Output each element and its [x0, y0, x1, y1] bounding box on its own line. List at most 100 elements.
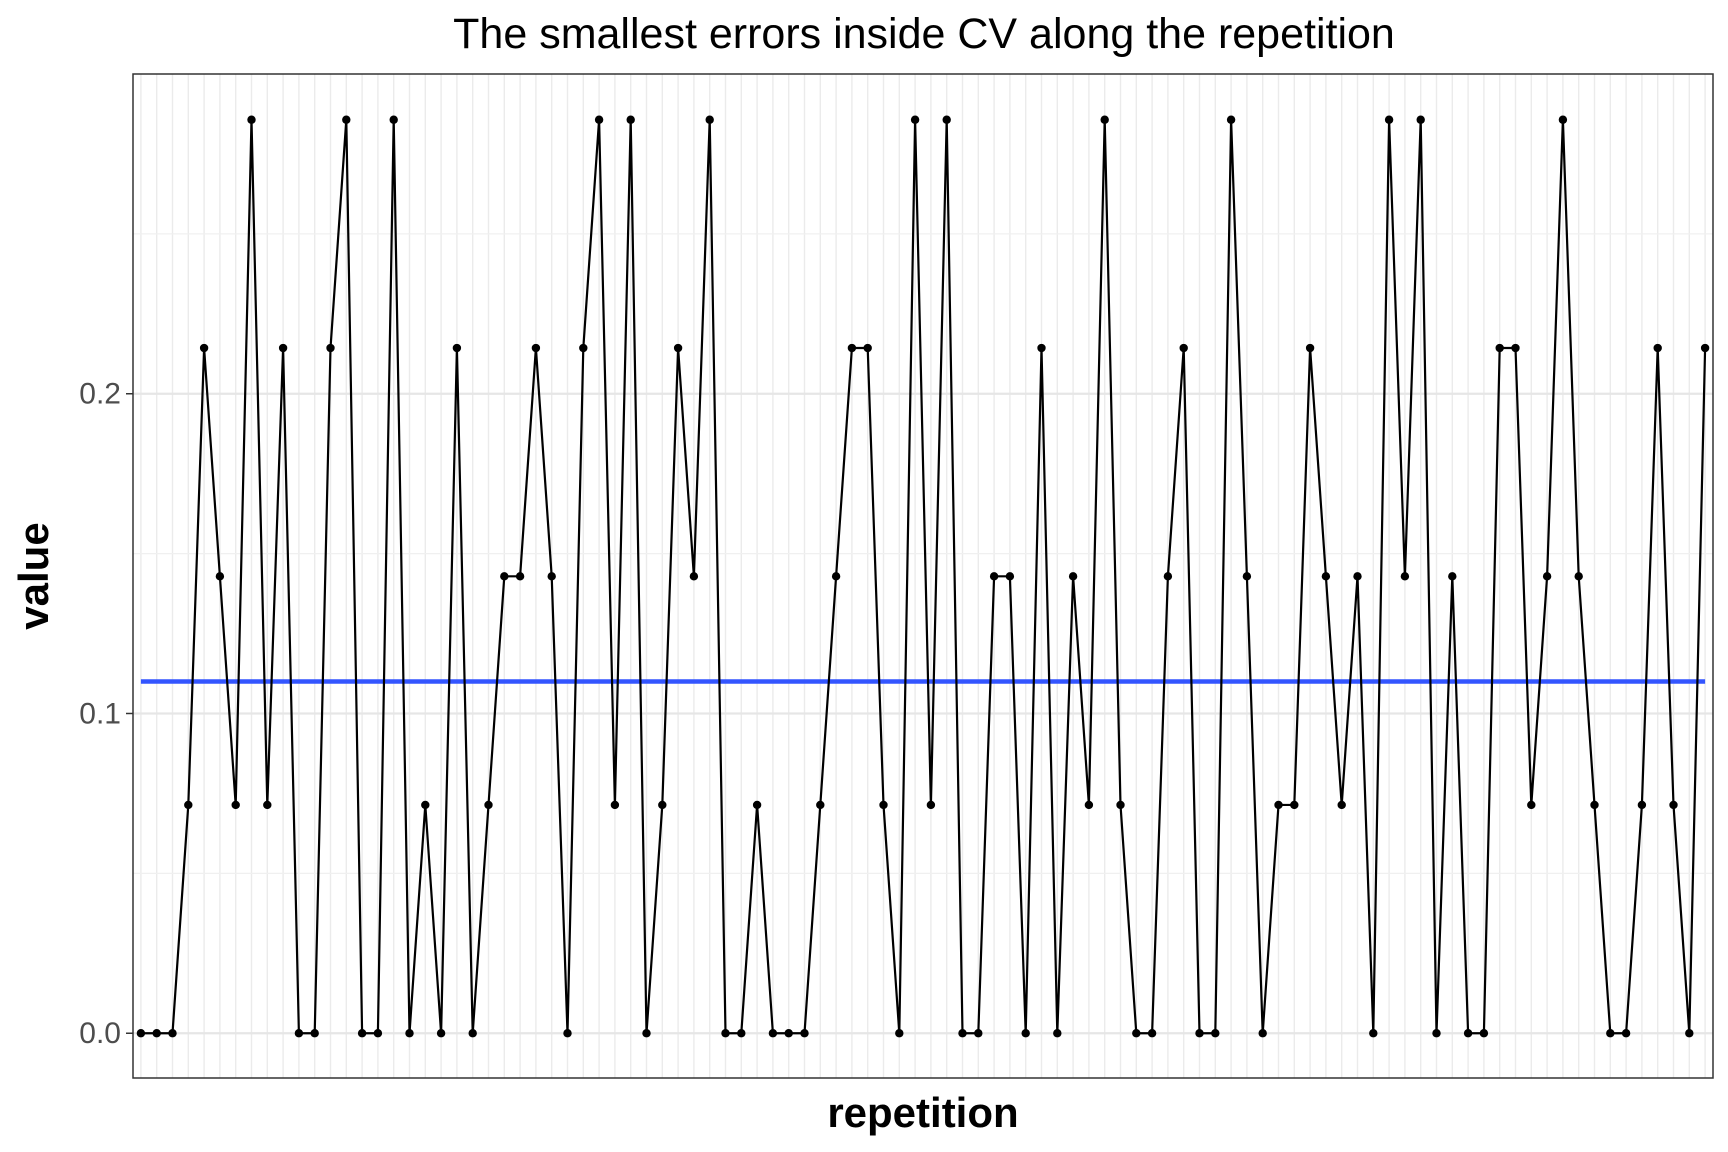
data-point — [816, 800, 825, 810]
data-point — [1606, 1029, 1615, 1038]
data-point — [989, 572, 999, 581]
data-point — [421, 800, 430, 810]
data-point — [1590, 800, 1599, 810]
data-point — [1274, 800, 1283, 810]
data-point — [1005, 572, 1015, 581]
data-point — [136, 1029, 146, 1038]
data-point — [1653, 343, 1662, 353]
data-point — [1574, 572, 1583, 581]
data-point — [737, 1029, 746, 1038]
data-point — [958, 1029, 967, 1038]
data-point — [294, 1029, 304, 1038]
data-point — [863, 343, 872, 353]
data-point — [231, 800, 240, 810]
data-point — [1163, 572, 1173, 581]
data-point — [436, 1029, 446, 1038]
data-point — [1384, 115, 1394, 124]
data-point — [1226, 115, 1236, 124]
data-point — [531, 343, 541, 353]
data-point — [1353, 572, 1362, 581]
data-point — [784, 1029, 793, 1038]
data-point — [689, 572, 699, 581]
data-point — [895, 1029, 904, 1038]
data-point — [974, 1029, 983, 1038]
data-point — [1116, 800, 1125, 810]
data-point — [1432, 1029, 1441, 1038]
data-point — [910, 115, 920, 124]
data-point — [1084, 800, 1094, 810]
data-point — [247, 115, 256, 124]
data-point — [1147, 1029, 1157, 1038]
data-point — [389, 115, 398, 124]
data-point — [1369, 1029, 1378, 1038]
data-point — [215, 572, 225, 581]
data-point — [563, 1029, 572, 1038]
data-point — [263, 800, 272, 810]
y-tick-label: 0.2 — [79, 378, 121, 411]
data-point — [1542, 572, 1552, 581]
data-point — [1053, 1029, 1062, 1038]
data-point — [1558, 115, 1568, 124]
data-point — [1669, 800, 1678, 810]
data-point — [1290, 800, 1299, 810]
data-point — [199, 343, 209, 353]
data-point — [642, 1029, 651, 1038]
data-point — [942, 115, 951, 124]
data-point — [1037, 343, 1046, 353]
data-point — [847, 343, 857, 353]
data-point — [500, 572, 509, 581]
data-point — [610, 800, 620, 810]
data-point — [515, 572, 525, 581]
data-point — [1621, 1029, 1631, 1038]
data-point — [705, 115, 714, 124]
x-axis-title: repetition — [827, 1089, 1018, 1136]
data-point — [1463, 1029, 1473, 1038]
data-point — [278, 343, 288, 353]
data-point — [1337, 800, 1346, 810]
data-point — [1416, 115, 1425, 124]
chart-title: The smallest errors inside CV along the … — [453, 10, 1395, 58]
data-point — [879, 800, 888, 810]
data-point — [1132, 1029, 1141, 1038]
data-point — [1195, 1029, 1204, 1038]
data-point — [1179, 343, 1188, 353]
data-points — [136, 115, 1710, 1038]
data-point — [721, 1029, 730, 1038]
data-point — [768, 1029, 778, 1038]
data-point — [184, 800, 193, 810]
data-point — [1211, 1029, 1220, 1038]
data-point — [1637, 800, 1647, 810]
data-point — [1321, 572, 1331, 581]
data-point — [1068, 572, 1078, 581]
y-axis-ticks: 0.0 0.1 0.2 — [79, 378, 133, 1050]
data-point — [405, 1029, 414, 1038]
y-tick-label: 0.0 — [79, 1017, 121, 1050]
y-axis-title: value — [10, 522, 57, 629]
data-point — [326, 343, 335, 353]
y-tick-label: 0.1 — [79, 697, 121, 730]
data-point — [1511, 343, 1520, 353]
data-point — [1400, 572, 1410, 581]
data-point — [1685, 1029, 1694, 1038]
data-point — [658, 800, 667, 810]
data-point — [310, 1029, 319, 1038]
series-line-layer — [140, 118, 1707, 1035]
data-point — [468, 1029, 477, 1038]
data-point — [1021, 1029, 1030, 1038]
data-point — [1479, 1029, 1489, 1038]
data-point — [452, 343, 462, 353]
data-point — [752, 800, 762, 810]
data-point — [1258, 1029, 1267, 1038]
data-point — [484, 800, 493, 810]
data-point — [1527, 800, 1536, 810]
data-point — [1448, 572, 1457, 581]
data-point — [168, 1029, 177, 1038]
data-point — [1700, 343, 1710, 353]
data-point — [1100, 115, 1109, 124]
data-point — [342, 115, 351, 124]
data-point — [594, 115, 604, 124]
data-point — [673, 343, 683, 353]
data-point — [1242, 572, 1252, 581]
